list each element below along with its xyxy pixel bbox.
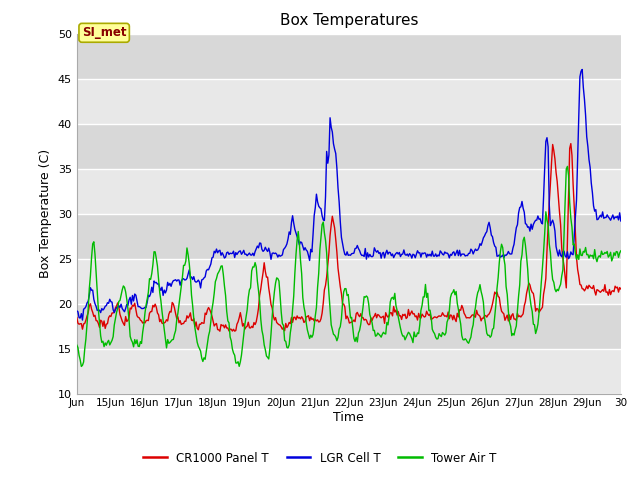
- Bar: [77, 168, 621, 214]
- X-axis label: Time: Time: [333, 411, 364, 424]
- Text: SI_met: SI_met: [82, 26, 127, 39]
- Bar: [77, 303, 621, 348]
- Title: Box Temperatures: Box Temperatures: [280, 13, 418, 28]
- Y-axis label: Box Temperature (C): Box Temperature (C): [39, 149, 52, 278]
- Bar: [77, 348, 621, 394]
- Bar: [77, 79, 621, 123]
- Bar: [77, 123, 621, 168]
- Legend: CR1000 Panel T, LGR Cell T, Tower Air T: CR1000 Panel T, LGR Cell T, Tower Air T: [139, 447, 501, 469]
- Bar: [77, 214, 621, 259]
- Bar: [77, 34, 621, 79]
- Bar: [77, 259, 621, 303]
